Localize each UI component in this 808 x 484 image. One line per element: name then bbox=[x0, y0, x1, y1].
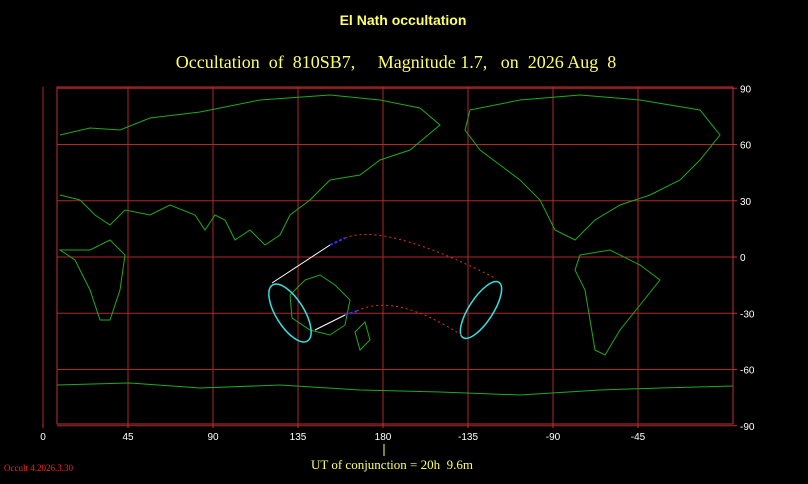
occultation-path bbox=[268, 233, 503, 343]
coast-north-america bbox=[464, 94, 721, 241]
shadow-right bbox=[459, 280, 503, 340]
coast-antarctica bbox=[56, 382, 734, 396]
lat-tick-label: -30 bbox=[740, 309, 755, 320]
title: El Nath occultation bbox=[340, 12, 467, 28]
lon-tick-label: 135 bbox=[290, 432, 307, 443]
lon-tick-label: 0 bbox=[40, 432, 46, 443]
path-edge-south bbox=[314, 314, 346, 331]
version: Occult 4.2026.3.30 bbox=[4, 463, 73, 473]
coast-africa bbox=[58, 239, 126, 321]
path-night-south bbox=[356, 304, 464, 337]
map-frame bbox=[56, 86, 734, 425]
lon-tick-label: -90 bbox=[546, 432, 561, 443]
grid bbox=[42, 87, 733, 427]
lon-tick-label: 45 bbox=[122, 432, 134, 443]
lon-tick-label: 90 bbox=[207, 432, 219, 443]
path-edge-north bbox=[271, 244, 331, 284]
lat-tick-label: 60 bbox=[740, 141, 752, 152]
conjunction-time: UT of conjunction = 20h 9.6m bbox=[311, 457, 473, 472]
lat-tick-label: -60 bbox=[740, 366, 755, 377]
path-twilight-north bbox=[329, 237, 346, 246]
path-twilight-south bbox=[344, 310, 358, 316]
coast-new-zealand bbox=[354, 321, 371, 351]
lon-tick-label: -45 bbox=[631, 432, 646, 443]
lon-tick-label: 180 bbox=[375, 432, 392, 443]
subtitle: Occultation of 810SB7, Magnitude 1.7, on… bbox=[176, 52, 616, 72]
lat-tick-label: 30 bbox=[740, 197, 752, 208]
coast-eurasia-africa bbox=[59, 94, 441, 246]
lat-tick-label: -90 bbox=[740, 422, 755, 433]
coastlines bbox=[56, 94, 734, 396]
shadow-left bbox=[268, 283, 312, 343]
lat-tick-label: 90 bbox=[740, 84, 752, 95]
lat-tick-label: 0 bbox=[740, 253, 746, 264]
path-night-north bbox=[344, 233, 496, 279]
coast-south-america bbox=[574, 249, 661, 356]
lon-tick-label: -135 bbox=[458, 432, 478, 443]
coast-australia bbox=[289, 274, 351, 336]
